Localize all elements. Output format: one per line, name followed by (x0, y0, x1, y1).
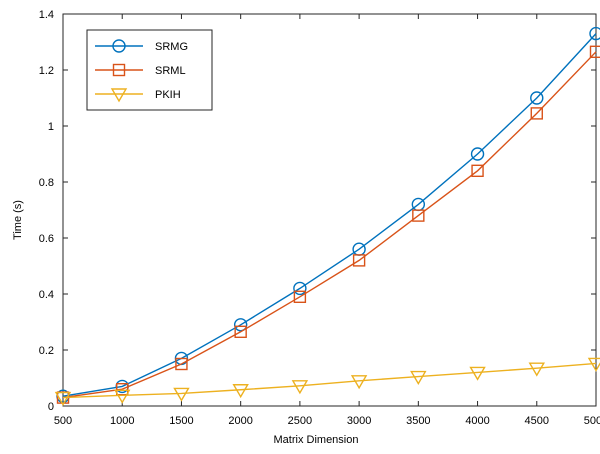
legend-label: SRMG (155, 41, 188, 53)
y-tick-label: 0 (48, 401, 54, 413)
x-tick-label: 1000 (110, 415, 134, 427)
legend-marker (110, 88, 128, 103)
y-tick-label: 1.4 (39, 9, 54, 21)
y-tick-label: 0.8 (39, 177, 54, 189)
legend-item-srmg: SRMG (95, 39, 188, 53)
y-tick-label: 1 (48, 121, 54, 133)
x-axis-label: Matrix Dimension (274, 434, 359, 446)
x-tick-label: 4500 (525, 415, 549, 427)
data-point-pkih (350, 375, 368, 390)
series-line-srml (62, 51, 597, 399)
y-tick-label: 0.6 (39, 233, 54, 245)
x-tick-label: 3000 (347, 415, 371, 427)
y-tick-label: 0.4 (39, 289, 54, 301)
data-point-srmg (470, 147, 485, 161)
legend-marker (112, 39, 126, 53)
data-point-pkih (173, 387, 190, 402)
data-point-pkih (291, 380, 309, 395)
data-point-srml (530, 107, 543, 120)
data-point-srml (352, 254, 366, 267)
y-tick-label: 1.2 (39, 65, 54, 77)
series-line-pkih (62, 362, 597, 399)
data-point-pkih (54, 391, 72, 406)
data-point-pkih (114, 389, 131, 404)
data-point-srml (412, 209, 425, 222)
data-point-srmg (589, 26, 600, 41)
series-pkih (54, 357, 600, 406)
x-tick-label: 2000 (228, 415, 252, 427)
data-point-pkih (528, 362, 545, 377)
series-line-srmg (62, 33, 597, 397)
data-point-srml (234, 325, 247, 338)
x-tick-label: 2500 (288, 415, 312, 427)
x-tick-label: 4000 (465, 415, 489, 427)
data-point-srmg (530, 91, 544, 105)
series-layer (54, 26, 600, 406)
legend-marker (112, 63, 126, 77)
legend-item-pkih: PKIH (95, 88, 181, 103)
data-point-pkih (469, 366, 486, 381)
x-tick-label: 3500 (406, 415, 430, 427)
y-tick-label: 0.2 (39, 345, 54, 357)
data-point-srmg (293, 281, 307, 296)
data-point-srml (589, 45, 600, 58)
x-tick-label: 500 (54, 415, 72, 427)
x-tick-label: 1500 (169, 415, 193, 427)
data-point-srml (175, 357, 188, 371)
legend-label: SRML (155, 65, 186, 77)
legend-item-srml: SRML (95, 63, 186, 77)
legend: SRMG SRML PKIH (86, 29, 213, 111)
data-point-pkih (410, 370, 427, 385)
y-axis-label: Time (s) (12, 200, 24, 240)
data-point-pkih (232, 384, 249, 399)
data-point-srml (293, 290, 307, 303)
data-point-srmg (233, 318, 248, 332)
legend-label: PKIH (155, 89, 181, 101)
data-point-srml (471, 164, 484, 178)
